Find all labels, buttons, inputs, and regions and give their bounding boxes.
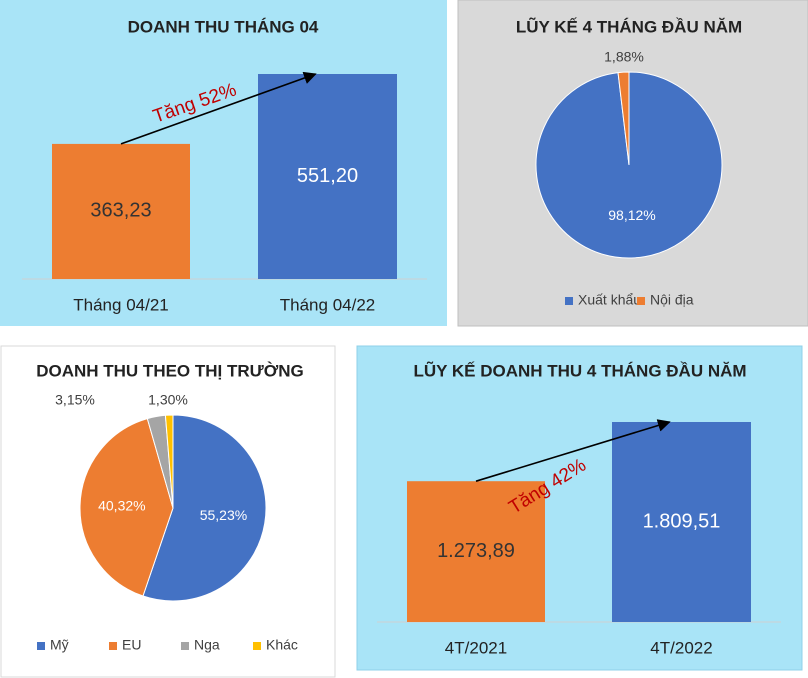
value-label: 551,20 — [297, 165, 358, 187]
legend-swatch — [565, 297, 573, 305]
value-label: 3,15% — [55, 392, 95, 408]
category-label: 4T/2022 — [650, 638, 712, 657]
legend-label: Nội địa — [650, 292, 694, 308]
value-label: 40,32% — [98, 497, 145, 513]
legend-label: Khác — [266, 637, 298, 653]
value-label: 1.809,51 — [643, 510, 721, 532]
pie-slice — [142, 414, 267, 602]
pie-slice — [79, 417, 174, 597]
bar — [258, 74, 397, 279]
bar — [407, 481, 545, 622]
bar — [52, 143, 190, 279]
category-label: Tháng 04/21 — [73, 295, 168, 314]
bar — [612, 422, 751, 622]
legend-swatch — [37, 642, 45, 650]
chart-title: LŨY KẾ 4 THÁNG ĐẦU NĂM — [516, 16, 742, 36]
legend-swatch — [181, 642, 189, 650]
value-label: 1,88% — [604, 49, 644, 65]
value-label: 98,12% — [608, 207, 655, 223]
chart-title: LŨY KẾ DOANH THU 4 THÁNG ĐẦU NĂM — [413, 360, 746, 380]
category-label: 4T/2021 — [445, 638, 507, 657]
legend-label: Mỹ — [50, 637, 69, 653]
legend-label: Nga — [194, 637, 220, 653]
chart-title: DOANH THU THÁNG 04 — [128, 17, 319, 36]
legend-swatch — [253, 642, 261, 650]
legend-swatch — [109, 642, 117, 650]
category-label: Tháng 04/22 — [280, 295, 375, 314]
legend-swatch — [637, 297, 645, 305]
value-label: 1,30% — [148, 392, 188, 408]
pie-slice — [617, 71, 630, 166]
legend-label: EU — [122, 637, 141, 653]
value-label: 1.273,89 — [437, 540, 515, 562]
chart-title: DOANH THU THEO THỊ TRƯỜNG — [36, 361, 304, 380]
arrow — [120, 71, 317, 145]
value-label: 55,23% — [200, 507, 247, 523]
pie-slice — [164, 414, 174, 509]
arrow — [475, 419, 671, 482]
legend-label: Xuất khẩu — [578, 292, 641, 308]
value-label: 363,23 — [90, 200, 151, 222]
